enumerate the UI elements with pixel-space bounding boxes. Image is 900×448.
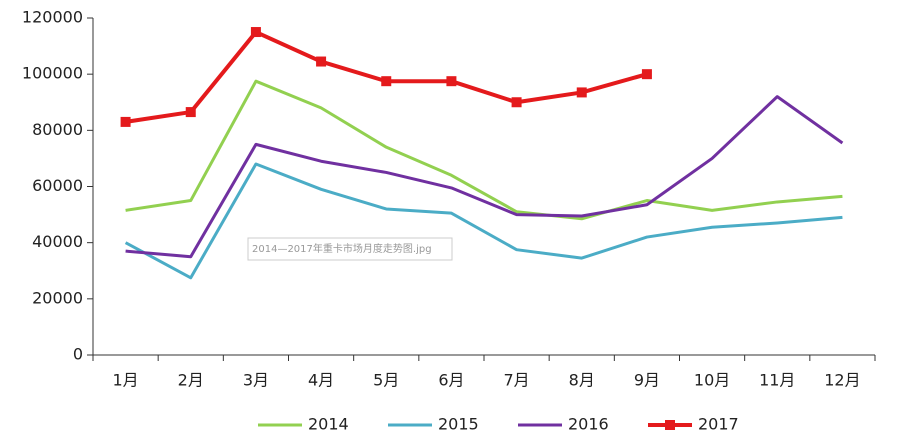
y-tick-label: 100000	[22, 64, 83, 83]
legend-label: 2017	[698, 415, 739, 434]
series-line	[125, 95, 844, 259]
series-line	[124, 162, 843, 280]
x-tick-label: 12月	[824, 371, 860, 390]
x-tick-label: 10月	[694, 371, 730, 390]
marker	[576, 87, 587, 98]
legend-label: 2016	[568, 415, 609, 434]
legend-marker	[665, 420, 675, 430]
y-tick-label: 60000	[32, 176, 83, 195]
marker	[316, 56, 327, 67]
legend-label: 2015	[438, 415, 479, 434]
watermark: 2014—2017年重卡市场月度走势图.jpg	[252, 242, 432, 255]
x-tick-label: 5月	[373, 371, 399, 390]
x-tick-label: 3月	[243, 371, 269, 390]
x-tick-label: 8月	[569, 371, 595, 390]
x-tick-label: 4月	[308, 371, 334, 390]
y-tick-label: 40000	[32, 232, 83, 251]
marker	[120, 116, 131, 127]
y-tick-label: 20000	[32, 288, 83, 307]
x-tick-label: 7月	[503, 371, 529, 390]
marker	[381, 76, 392, 87]
marker	[641, 69, 652, 80]
marker	[185, 107, 196, 118]
x-tick-label: 9月	[634, 371, 660, 390]
marker	[511, 97, 522, 108]
y-tick-label: 0	[73, 345, 83, 364]
x-tick-label: 1月	[112, 371, 138, 390]
legend-label: 2014	[308, 415, 349, 434]
series-line	[125, 79, 843, 221]
marker	[250, 27, 261, 38]
x-tick-label: 6月	[438, 371, 464, 390]
x-tick-label: 11月	[759, 371, 795, 390]
y-tick-label: 80000	[32, 120, 83, 139]
y-tick-label: 120000	[22, 8, 83, 27]
watermark-box	[247, 237, 453, 261]
marker	[446, 76, 457, 87]
x-tick-label: 2月	[178, 371, 204, 390]
